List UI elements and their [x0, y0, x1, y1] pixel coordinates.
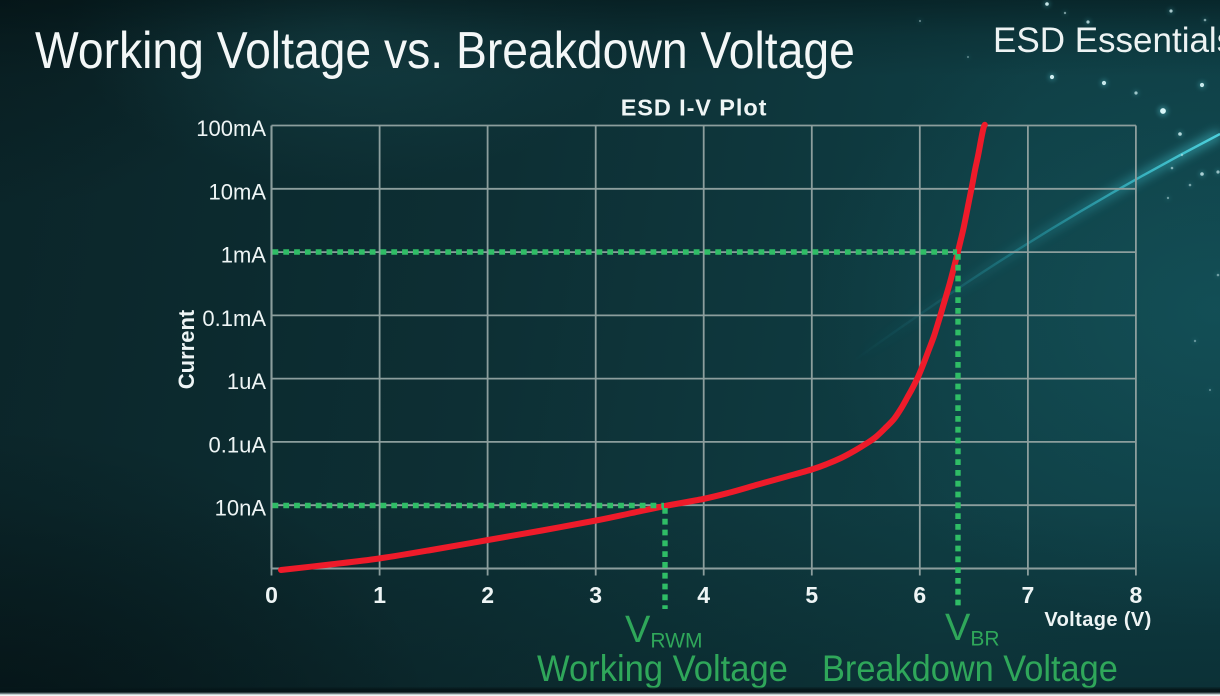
- svg-text:8: 8: [1130, 582, 1143, 608]
- svg-text:Current: Current: [174, 309, 199, 389]
- svg-text:0: 0: [265, 582, 278, 608]
- svg-text:ESD I-V Plot: ESD I-V Plot: [621, 95, 768, 121]
- svg-text:Breakdown Voltage: Breakdown Voltage: [822, 648, 1118, 689]
- svg-text:1mA: 1mA: [221, 243, 267, 268]
- svg-text:10mA: 10mA: [209, 179, 267, 204]
- svg-text:1: 1: [373, 582, 386, 608]
- svg-text:5: 5: [805, 582, 818, 608]
- svg-text:0.1uA: 0.1uA: [209, 432, 267, 457]
- svg-text:VBR: VBR: [945, 607, 1000, 651]
- svg-text:VRWM: VRWM: [625, 609, 702, 653]
- svg-text:10nA: 10nA: [215, 496, 267, 521]
- svg-text:100mA: 100mA: [196, 116, 266, 141]
- svg-text:6: 6: [913, 582, 926, 608]
- svg-text:0.1mA: 0.1mA: [202, 306, 266, 331]
- svg-text:3: 3: [589, 582, 602, 608]
- svg-text:Voltage (V): Voltage (V): [1044, 609, 1151, 631]
- svg-text:1uA: 1uA: [227, 369, 266, 394]
- svg-text:7: 7: [1022, 582, 1035, 608]
- svg-text:4: 4: [697, 582, 710, 608]
- svg-text:Working Voltage: Working Voltage: [537, 648, 788, 689]
- svg-text:2: 2: [481, 582, 494, 608]
